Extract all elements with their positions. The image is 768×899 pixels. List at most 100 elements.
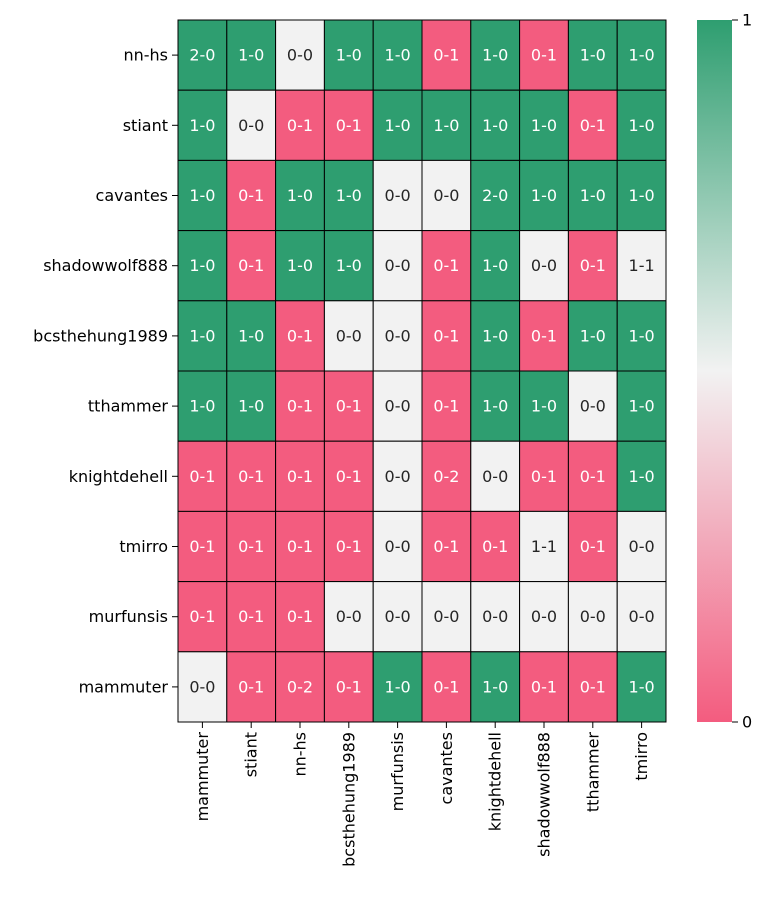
heatmap-cell bbox=[421, 300, 472, 372]
cell-label: 0-1 bbox=[580, 116, 606, 135]
cell-label: 1-0 bbox=[482, 116, 508, 135]
row-label: tmirro bbox=[119, 537, 168, 556]
cell-label: 0-0 bbox=[385, 326, 411, 345]
row-label: cavantes bbox=[96, 186, 168, 205]
heatmap-cell bbox=[519, 159, 569, 232]
heatmap-cell bbox=[177, 19, 228, 91]
cell-label: 1-1 bbox=[531, 537, 557, 556]
heatmap-cell bbox=[226, 300, 277, 372]
cell-label: 1-0 bbox=[385, 116, 411, 135]
heatmap-cell bbox=[616, 440, 667, 512]
heatmap-cell bbox=[421, 19, 472, 91]
heatmap-cell bbox=[616, 581, 667, 653]
cell-label: 2-0 bbox=[482, 186, 508, 205]
heatmap-cell bbox=[177, 230, 228, 302]
cell-label: 0-1 bbox=[433, 326, 459, 345]
heatmap-cell bbox=[519, 440, 569, 512]
heatmap-cell bbox=[470, 300, 521, 372]
row-label: murfunsis bbox=[89, 607, 168, 626]
cell-label: 1-0 bbox=[385, 677, 411, 696]
row-label: stiant bbox=[123, 116, 168, 135]
column-label: stiant bbox=[242, 732, 261, 777]
cell-label: 0-1 bbox=[433, 46, 459, 65]
cell-label: 0-0 bbox=[629, 607, 655, 626]
heatmap-cell bbox=[421, 370, 472, 442]
cell-label: 0-1 bbox=[287, 116, 313, 135]
cell-label: 0-1 bbox=[238, 186, 264, 205]
heatmap-cell bbox=[519, 510, 569, 583]
column-label: bcsthehung1989 bbox=[339, 732, 358, 867]
cell-label: 0-1 bbox=[433, 256, 459, 275]
cell-label: 0-1 bbox=[287, 467, 313, 486]
colorbar: 1 0 bbox=[697, 11, 752, 732]
column-label: cavantes bbox=[437, 732, 456, 804]
column-label: nn-hs bbox=[291, 732, 310, 777]
heatmap-cell bbox=[567, 300, 618, 372]
heatmap-cell bbox=[421, 89, 472, 161]
heatmap-cell bbox=[616, 230, 667, 302]
cell-label: 0-1 bbox=[482, 537, 508, 556]
cell-label: 1-0 bbox=[336, 186, 362, 205]
cell-label: 1-0 bbox=[629, 186, 655, 205]
row-label: shadowwolf888 bbox=[43, 256, 168, 275]
cell-label: 1-0 bbox=[189, 326, 215, 345]
cell-label: 0-0 bbox=[238, 116, 264, 135]
heatmap-cell bbox=[567, 440, 618, 512]
cell-label: 1-0 bbox=[629, 397, 655, 416]
heatmap-cell bbox=[616, 89, 667, 161]
heatmap-cell bbox=[567, 230, 618, 302]
heatmap-cell bbox=[372, 300, 423, 372]
cell-label: 1-0 bbox=[531, 397, 557, 416]
heatmap-cell bbox=[616, 19, 667, 91]
cell-label: 0-1 bbox=[287, 326, 313, 345]
cell-label: 0-1 bbox=[336, 467, 362, 486]
cell-label: 0-1 bbox=[433, 537, 459, 556]
heatmap-cell bbox=[421, 230, 472, 302]
heatmap-cell bbox=[226, 581, 277, 653]
cell-label: 1-0 bbox=[629, 116, 655, 135]
cell-label: 1-0 bbox=[336, 46, 362, 65]
cell-label: 0-0 bbox=[482, 607, 508, 626]
heatmap-cells: 2-0 1-0 0-0 1-0 1-0 0-1 1-0 0-1 1-0 1-0 1-0 0-0 0-1 0… bbox=[177, 19, 667, 723]
heatmap-cell bbox=[567, 581, 618, 653]
cell-label: 0-1 bbox=[531, 326, 557, 345]
heatmap-cell bbox=[519, 19, 569, 91]
column-label: tthammer bbox=[583, 732, 602, 813]
heatmap-cell bbox=[226, 159, 277, 232]
cell-label: 0-0 bbox=[433, 607, 459, 626]
heatmap-cell bbox=[323, 651, 374, 723]
colorbar-gradient bbox=[697, 20, 732, 722]
heatmap-cell bbox=[470, 230, 521, 302]
cell-label: 0-0 bbox=[385, 607, 411, 626]
heatmap-cell bbox=[519, 651, 569, 723]
column-label: tmirro bbox=[632, 732, 651, 781]
cell-label: 0-1 bbox=[531, 677, 557, 696]
heatmap-cell bbox=[275, 159, 325, 232]
cell-label: 0-1 bbox=[287, 537, 313, 556]
column-label: knightdehell bbox=[486, 732, 505, 831]
cell-label: 0-0 bbox=[189, 677, 215, 696]
cell-label: 0-0 bbox=[385, 397, 411, 416]
cell-label: 0-0 bbox=[385, 537, 411, 556]
row-label: bcsthehung1989 bbox=[33, 326, 168, 345]
heatmap-cell bbox=[567, 370, 618, 442]
cell-label: 0-0 bbox=[580, 397, 606, 416]
heatmap-cell bbox=[567, 159, 618, 232]
heatmap-cell bbox=[323, 89, 374, 161]
cell-label: 0-1 bbox=[238, 256, 264, 275]
cell-label: 0-2 bbox=[433, 467, 459, 486]
heatmap-cell bbox=[177, 159, 228, 232]
heatmap-cell bbox=[616, 159, 667, 232]
cell-label: 0-1 bbox=[189, 607, 215, 626]
heatmap-cell bbox=[323, 440, 374, 512]
colorbar-tick-min: 0 bbox=[742, 713, 752, 732]
heatmap-cell bbox=[275, 19, 325, 91]
heatmap-cell bbox=[567, 89, 618, 161]
heatmap-cell bbox=[616, 651, 667, 723]
heatmap-cell bbox=[470, 581, 521, 653]
cell-label: 0-1 bbox=[336, 537, 362, 556]
cell-label: 0-1 bbox=[580, 677, 606, 696]
row-label: nn-hs bbox=[123, 46, 168, 65]
cell-label: 0-0 bbox=[531, 256, 557, 275]
